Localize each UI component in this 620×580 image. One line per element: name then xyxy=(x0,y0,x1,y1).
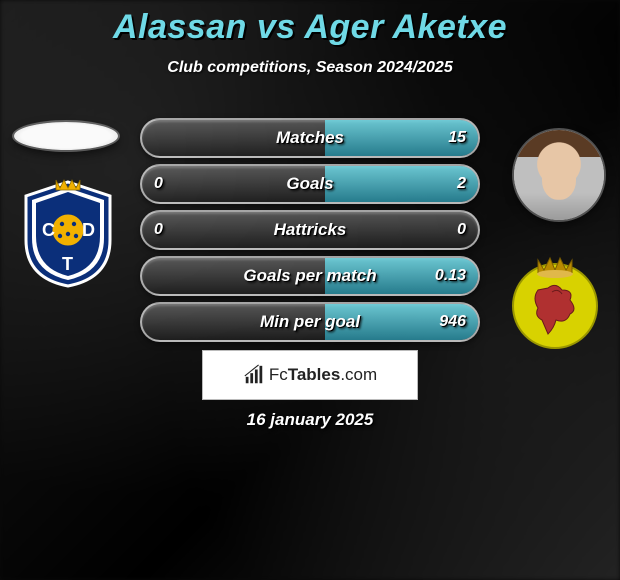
stat-row: 15Matches xyxy=(140,118,480,158)
stat-label: Hattricks xyxy=(140,220,480,240)
brand-suffix: .com xyxy=(340,365,377,384)
stat-row: 946Min per goal xyxy=(140,302,480,342)
bar-chart-icon xyxy=(243,364,265,386)
page-title: Alassan vs Ager Aketxe xyxy=(0,0,620,47)
stat-row: 02Goals xyxy=(140,164,480,204)
stats-area: 15Matches 02Goals 00Hattricks 0.13Goals per… xyxy=(0,118,620,348)
stat-label: Goals xyxy=(140,174,480,194)
stat-label: Matches xyxy=(140,128,480,148)
brand-box[interactable]: FcTables.com xyxy=(202,350,418,400)
content-root: Alassan vs Ager Aketxe Club competitions… xyxy=(0,0,620,580)
stat-row: 0.13Goals per match xyxy=(140,256,480,296)
brand-text: FcTables.com xyxy=(269,365,377,385)
brand-prefix: Fc xyxy=(269,365,288,384)
brand-bold: Tables xyxy=(288,365,341,384)
stat-label: Goals per match xyxy=(140,266,480,286)
subtitle: Club competitions, Season 2024/2025 xyxy=(0,59,620,77)
date-line: 16 january 2025 xyxy=(0,410,620,430)
stat-label: Min per goal xyxy=(140,312,480,332)
stat-row: 00Hattricks xyxy=(140,210,480,250)
